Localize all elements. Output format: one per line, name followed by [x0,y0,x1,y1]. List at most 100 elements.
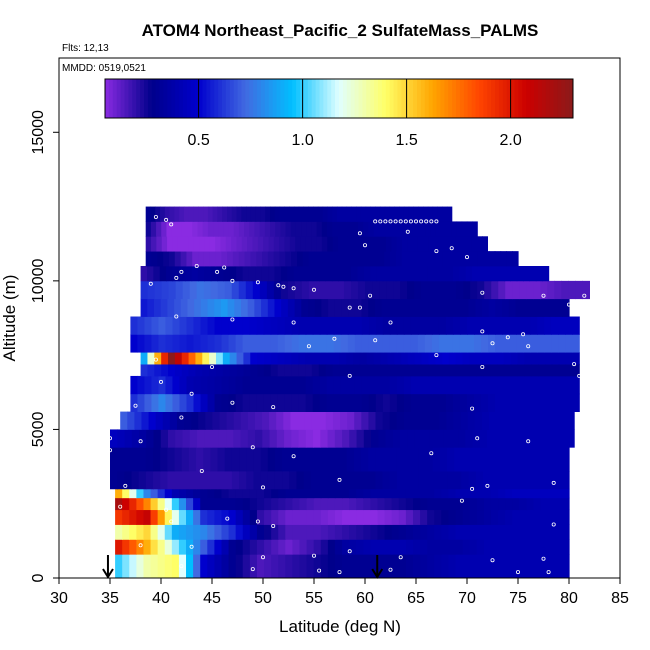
colorbar-segment [171,79,176,118]
data-point [158,379,163,384]
heatmap-cell [249,554,258,578]
heatmap-cell [327,488,336,499]
colorbar-segment [350,79,356,118]
heatmap-cell [445,334,454,353]
heatmap-cell [533,539,542,555]
heatmap-cell [202,364,210,377]
heatmap-cell [347,334,356,353]
heatmap-cell [318,364,327,377]
heatmap-cell [516,375,524,395]
heatmap-cell [391,539,400,555]
heatmap-cell [136,488,145,499]
heatmap-cell [137,393,146,412]
heatmap-cell [346,364,354,377]
heatmap-cell [176,221,183,237]
heatmap-cell [504,447,513,472]
heatmap-cell [200,488,208,499]
heatmap-cell [320,524,329,540]
heatmap-cell [438,393,447,412]
heatmap-cell [261,298,269,317]
heatmap-cell [259,280,268,300]
heatmap-cell [465,266,473,282]
heatmap-cell [174,447,183,472]
heatmap-cell [298,364,306,377]
heatmap-cell [285,251,292,267]
heatmap-cell [363,524,372,540]
heatmap-cell [494,251,502,267]
heatmap-cell [332,236,339,252]
data-point [413,219,418,224]
heatmap-cell [320,488,329,499]
flights-label: Flts: 12,13 [62,43,109,54]
heatmap-cell [510,411,518,430]
heatmap-cell [495,393,503,412]
heatmap-cell [408,266,416,282]
heatmap-cell [375,447,384,472]
heatmap-cell [450,236,456,252]
heatmap-cell [327,497,336,511]
heatmap-cell [503,266,511,282]
heatmap-cell [319,316,328,335]
heatmap-cell [334,509,343,525]
heatmap-cell [389,221,395,237]
heatmap-cell [242,316,251,335]
heatmap-cell [231,236,238,252]
heatmap-cell [200,539,208,555]
heatmap-cell [171,554,180,578]
heatmap-cell [223,221,230,237]
heatmap-cell [150,554,159,578]
heatmap-cell [448,352,457,365]
heatmap-cell [505,524,513,540]
heatmap-cell [561,524,570,540]
heatmap-cell [548,298,557,317]
heatmap-cell [148,411,157,430]
heatmap-cell [161,236,168,252]
heatmap-cell [385,429,394,448]
heatmap-cell [554,471,563,490]
heatmap-cell [510,352,519,365]
heatmap-cell [263,375,272,395]
heatmap-cell [188,352,197,365]
heatmap-cell [438,334,447,353]
heatmap-cell [172,316,181,335]
heatmap-cell [356,554,364,578]
heatmap-cell [424,393,433,412]
heatmap-cell [291,352,299,365]
heatmap-cell [161,221,168,237]
heatmap-cell [512,509,520,525]
data-point [551,522,556,527]
colorbar-segment [202,79,207,118]
heatmap-cell [418,206,424,222]
heatmap-cell [384,509,393,525]
heatmap-cell [214,554,223,578]
heatmap-cell [401,352,409,365]
heatmap-cell [271,509,279,525]
heatmap-cell [533,280,541,300]
heatmap-cell [517,411,526,430]
heatmap-cell [221,375,230,395]
heatmap-cell [389,206,395,222]
heatmap-cell [432,447,441,472]
data-point [209,364,214,369]
heatmap-cell [110,447,118,472]
data-point [260,485,265,490]
heatmap-cell [256,497,265,511]
heatmap-cell [336,206,343,222]
heatmap-cell [304,411,313,430]
heatmap-cell [540,509,549,525]
heatmap-cell [378,251,385,267]
heatmap-cell [197,266,205,282]
heatmap-cell [193,316,202,335]
colorbar-segment [229,79,235,118]
heatmap-cell [327,524,336,540]
heatmap-cell [225,236,232,252]
heatmap-cell [271,539,279,555]
heatmap-cell [247,236,254,252]
heatmap-cell [235,334,244,353]
heatmap-cell [117,447,125,472]
heatmap-cell [322,280,331,300]
heatmap-cell [530,429,539,448]
heatmap-cell [349,509,357,525]
heatmap-cell [145,206,152,222]
heatmap-cell [210,471,219,490]
